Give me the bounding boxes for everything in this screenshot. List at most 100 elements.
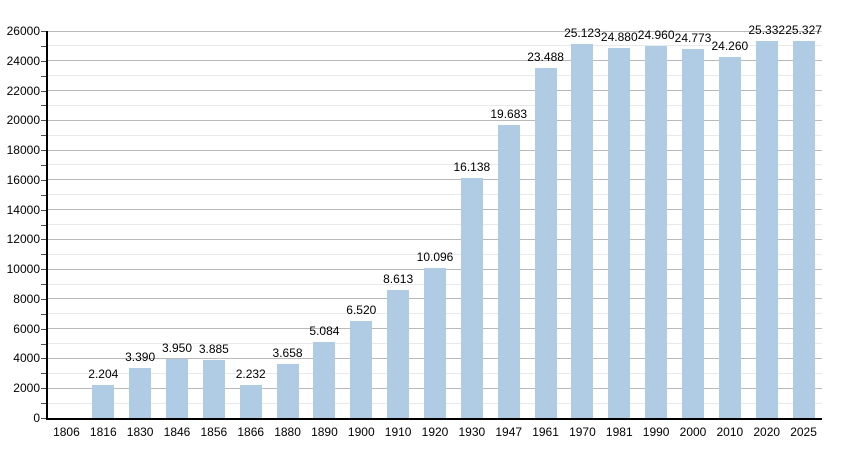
bar	[424, 267, 446, 418]
y-axis-tick	[41, 343, 46, 345]
x-axis-year-label: 1920	[421, 425, 449, 439]
y-axis-tick	[41, 209, 46, 211]
y-axis-tick-label: 20000	[6, 113, 40, 128]
bar-value-label: 25.332	[748, 22, 786, 37]
bar-value-label: 3.390	[125, 349, 156, 364]
x-axis-year-label: 2025	[790, 425, 817, 439]
bar-value-label: 5.084	[309, 324, 340, 339]
y-axis-tick	[41, 269, 46, 271]
y-axis-tick-label: 12000	[6, 232, 40, 247]
bar	[165, 359, 188, 418]
y-axis-tick	[41, 418, 46, 419]
y-axis-tick-label: 24000	[6, 53, 40, 68]
minor-gridline	[48, 75, 822, 77]
bar	[497, 125, 520, 418]
y-axis-tick	[41, 31, 46, 32]
x-axis-year-label: 1970	[569, 425, 596, 439]
y-axis-tick-label: 8000	[13, 291, 40, 306]
x-axis-year-label: 1961	[532, 425, 559, 439]
bar-value-label: 16.138	[453, 159, 491, 174]
x-axis-year-label: 1900	[347, 425, 375, 439]
x-axis-year-label: 1806	[53, 425, 80, 439]
x-axis-year-label: 1866	[237, 425, 265, 439]
y-axis-tick	[41, 254, 46, 256]
bar-value-label: 24.880	[600, 29, 638, 44]
y-axis-tick	[41, 313, 46, 315]
x-axis-year-label: 1910	[384, 425, 412, 439]
x-axis-year-label: 1930	[458, 425, 486, 439]
bar-value-label: 24.773	[674, 31, 712, 46]
x-axis-year-label: 1880	[274, 425, 301, 439]
x-axis-year-label: 1846	[163, 425, 191, 439]
y-axis-tick	[41, 358, 46, 360]
bar	[239, 384, 262, 418]
bar-value-label: 2.232	[235, 366, 266, 381]
bar-value-label: 24.260	[711, 38, 749, 53]
bar	[534, 68, 557, 418]
bar-value-label: 8.613	[383, 271, 414, 286]
y-axis-tick	[41, 90, 46, 92]
minor-gridline	[48, 134, 822, 136]
y-axis-tick	[41, 194, 46, 196]
y-axis-tick-label: 26000	[6, 24, 40, 38]
y-axis-tick-label: 14000	[6, 202, 40, 217]
bar	[755, 40, 778, 418]
y-axis-tick	[41, 298, 46, 300]
bar-value-label: 25.327	[785, 23, 822, 38]
y-axis-tick	[41, 373, 46, 375]
bar	[276, 363, 299, 418]
major-gridline	[48, 119, 822, 121]
major-gridline	[48, 30, 822, 32]
x-axis-year-label: 1816	[89, 425, 117, 439]
bar	[571, 44, 594, 418]
bar-value-label: 6.520	[346, 302, 377, 317]
y-axis-line	[46, 31, 48, 418]
major-gridline	[48, 238, 822, 240]
y-axis-tick-label: 10000	[6, 262, 40, 277]
bar	[718, 56, 741, 418]
minor-gridline	[48, 194, 822, 196]
bar-value-label: 10.096	[416, 249, 454, 264]
y-axis-tick-label: 18000	[6, 143, 40, 158]
bar-value-label: 24.960	[637, 28, 675, 43]
bar	[460, 177, 483, 418]
x-axis-year-label: 1830	[126, 425, 154, 439]
x-axis-year-label: 1890	[311, 425, 338, 439]
major-gridline	[48, 90, 822, 92]
y-axis-tick	[41, 120, 46, 122]
x-axis-year-label: 1981	[605, 425, 633, 439]
y-axis-tick	[41, 150, 46, 152]
minor-gridline	[48, 224, 822, 225]
x-axis-year-label: 1990	[642, 425, 670, 439]
x-axis-year-label: 2020	[753, 425, 781, 439]
bar	[92, 385, 115, 418]
minor-gridline	[48, 45, 822, 47]
bar	[682, 49, 704, 418]
bar-value-label: 3.950	[161, 341, 192, 356]
y-axis-tick	[41, 164, 46, 166]
y-axis-tick	[41, 388, 46, 390]
bar-value-label: 2.204	[88, 367, 119, 382]
y-axis-tick-label: 6000	[13, 321, 40, 336]
y-axis-tick-label: 0	[33, 411, 40, 425]
bar	[350, 320, 373, 418]
y-axis-tick	[41, 328, 46, 330]
y-axis-tick	[41, 403, 46, 405]
bar	[129, 367, 152, 418]
y-axis-tick	[41, 179, 46, 181]
major-gridline	[48, 179, 822, 181]
minor-gridline	[48, 164, 822, 166]
x-axis-year-label: 1947	[495, 425, 523, 439]
bar-value-label: 23.488	[527, 50, 564, 65]
x-axis-line	[46, 418, 822, 420]
bar-value-label: 19.683	[490, 107, 528, 122]
bar	[387, 289, 410, 418]
y-axis-tick-label: 2000	[13, 381, 40, 396]
bar	[645, 46, 668, 418]
y-axis-tick-label: 22000	[6, 83, 40, 98]
bar-value-label: 25.123	[564, 26, 601, 41]
y-axis-tick-label: 4000	[13, 351, 40, 366]
x-axis-year-label: 1856	[200, 425, 228, 439]
y-axis-tick-label: 16000	[6, 172, 40, 187]
